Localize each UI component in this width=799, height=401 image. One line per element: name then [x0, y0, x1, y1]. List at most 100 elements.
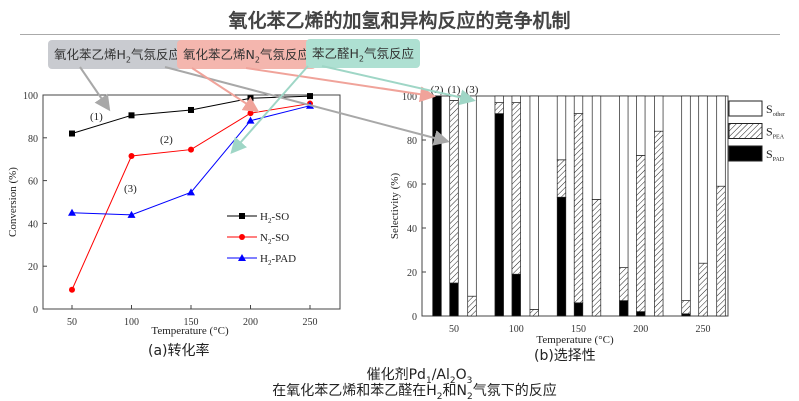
y-tick-label: 100	[23, 91, 38, 102]
bar-segment-s-other	[619, 95, 629, 268]
bar-segment-s-other	[511, 95, 521, 103]
curve-annotation: (2)	[160, 134, 173, 146]
bar-segment-s-pad	[494, 113, 504, 317]
caption-b: (b)选择性	[534, 348, 596, 364]
slide-title: 氧化苯乙烯的加氢和异构反应的竞争机制	[228, 10, 571, 32]
data-point	[128, 152, 135, 159]
y-axis-label: Selectivity (%)	[389, 173, 401, 240]
data-point	[188, 106, 194, 113]
data-point	[188, 146, 194, 153]
bar-segment-s-pea	[511, 102, 521, 275]
legend-main: H	[260, 253, 268, 265]
y-tick-label: 0	[33, 305, 38, 316]
bar-segment-s-pea	[467, 295, 477, 317]
plot-frame	[42, 94, 341, 310]
bar-segment-s-pea	[716, 185, 726, 317]
bar-annotation: (3)	[466, 84, 479, 96]
bar-annotation: (1)	[448, 84, 461, 96]
x-tick-label: 250	[303, 317, 318, 328]
data-point	[68, 208, 76, 216]
legend-main: S	[766, 147, 773, 161]
x-axis-label: Temperature (°C)	[536, 334, 614, 346]
callout-n2-so: 氧化苯乙烯N2气氛反应	[177, 40, 316, 69]
x-axis-label: Temperature (°C)	[151, 325, 229, 337]
bar-segment-s-pad	[449, 282, 459, 317]
x-tick-label: 150	[184, 317, 199, 328]
data-point	[69, 130, 75, 137]
bar-segment-s-pea	[449, 100, 459, 284]
legend-sub: PEA	[773, 135, 785, 141]
arrow-h2-pad-left	[230, 65, 309, 154]
bar-segment-s-other	[698, 95, 708, 264]
bar-segment-s-pea	[556, 159, 567, 198]
legend-sub: other	[773, 112, 785, 118]
caption-a: (a)转化率	[148, 343, 210, 359]
y-tick-label: 20	[28, 262, 38, 273]
bar-annotation: (2)	[431, 84, 444, 96]
y-tick-label: 60	[407, 180, 417, 191]
legend-rest: -SO	[271, 232, 289, 244]
y-tick-label: 40	[407, 224, 417, 235]
curve-annotation: (1)	[90, 111, 103, 123]
legend-rest: -SO	[271, 211, 289, 223]
bar-segment-s-pea	[636, 155, 646, 312]
x-tick-label: 100	[124, 317, 139, 328]
callout-h2-so: 氧化苯乙烯H2气氛反应	[48, 40, 188, 69]
data-point	[127, 210, 136, 218]
bar-segment-s-other	[636, 95, 646, 156]
bar-segment-s-pad	[432, 95, 442, 317]
curve-annotation: (3)	[124, 183, 137, 195]
legend-label: Sother	[766, 102, 785, 118]
legend-sub: 2	[268, 217, 272, 225]
bar-segment-s-other	[573, 95, 584, 114]
arrow-n2-so-right	[245, 67, 436, 103]
bar-segment-s-other	[716, 95, 726, 187]
reaction-caption: 在氧化苯乙烯和苯乙醛在H2和N2气氛下的反应	[272, 383, 557, 401]
bar-segment-s-pad	[573, 302, 584, 317]
legend-rest: -PAD	[271, 253, 296, 265]
bar-segment-s-pea	[681, 300, 691, 315]
callout-arrows	[79, 65, 476, 154]
legend-marker	[238, 254, 246, 261]
legend-sub: PAD	[773, 157, 785, 163]
bar-segment-s-pad	[511, 273, 521, 317]
legend-swatch	[728, 145, 763, 162]
y-tick-label: 80	[407, 136, 417, 147]
y-tick-label: 60	[28, 177, 38, 188]
bar-segment-s-pea	[529, 309, 539, 317]
legend-main: S	[766, 125, 773, 139]
selectivity-chart: 0 20 40 60 80 100 50 100 150 200 250 (2) (1) (3) Tempe…	[389, 84, 785, 346]
arrow-h2-so-left	[79, 66, 111, 112]
y-tick-label: 80	[28, 134, 38, 145]
legend-label: SPAD	[766, 147, 785, 163]
x-tick-label: 50	[67, 317, 77, 328]
data-point	[247, 95, 254, 102]
legend-label: H2-SO	[260, 211, 289, 225]
x-tick-label: 250	[696, 324, 711, 335]
bar-segment-s-pea	[573, 113, 584, 304]
x-tick-label: 200	[243, 317, 258, 328]
series-line	[71, 105, 311, 216]
bar-segment-s-pad	[556, 196, 567, 317]
x-tick-label: 150	[571, 324, 586, 335]
y-tick-label: 40	[28, 219, 38, 230]
bar-segment-s-other	[556, 95, 567, 161]
arrow-h2-so-right	[164, 66, 450, 146]
legend-label: SPEA	[766, 125, 785, 141]
catalyst-caption: 催化剂Pd1/Al2O3	[366, 367, 473, 386]
legend-marker	[239, 213, 245, 219]
title-divider	[20, 34, 780, 35]
bar-segment-s-pea	[494, 102, 504, 114]
legend-swatch	[728, 123, 763, 139]
x-tick-label: 200	[633, 324, 648, 335]
bar-segment-s-pad	[636, 311, 646, 317]
arrow-n2-so-left	[191, 67, 260, 113]
bar-segment-s-pea	[619, 267, 629, 301]
data-point	[307, 93, 313, 100]
bar-segment-s-pad	[619, 300, 629, 317]
data-point	[128, 112, 135, 119]
y-tick-label: 0	[412, 312, 417, 323]
conversion-chart: 0 20 40 60 80 100 50 100 150 200 250 Temperature (°…	[7, 91, 341, 337]
